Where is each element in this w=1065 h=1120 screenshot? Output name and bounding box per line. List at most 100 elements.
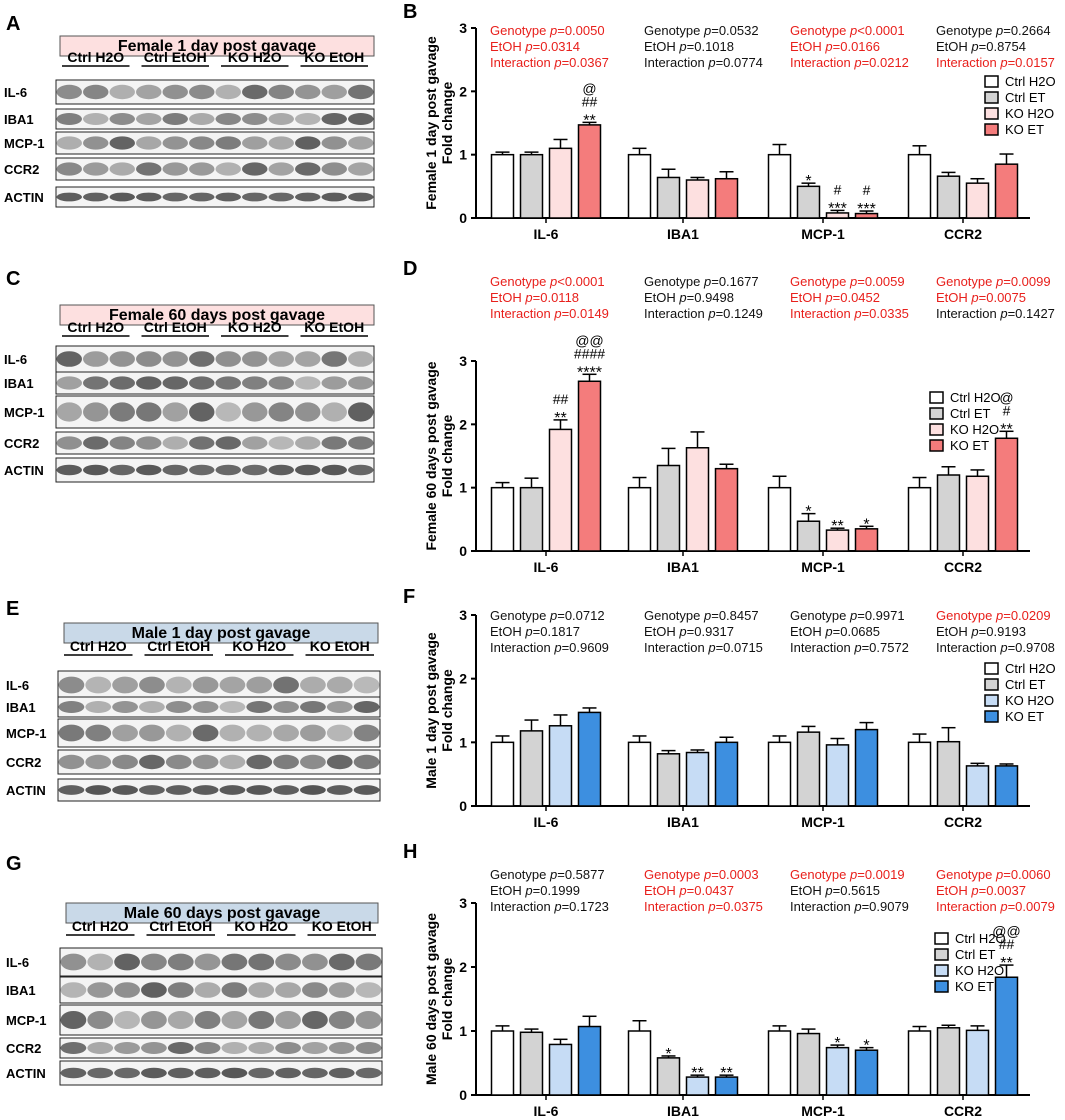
blot-band (56, 162, 82, 176)
blot-group-label: KO EtOH (312, 918, 372, 934)
blot-group-label: Ctrl EtOH (144, 319, 207, 335)
blot-band (348, 464, 374, 476)
blot-protein-label: IL-6 (4, 85, 27, 100)
stat-line: Interaction p=0.0367 (490, 55, 609, 70)
stat-line: EtOH p=0.0685 (790, 624, 880, 639)
stat-line: Interaction p=0.0149 (490, 306, 609, 321)
blot-band (268, 84, 294, 100)
bar-iba1-2 (685, 1076, 710, 1096)
blot-band (215, 162, 241, 176)
blot-band (189, 113, 215, 125)
blot-band (56, 84, 82, 100)
x-tick-label: CCR2 (944, 814, 982, 830)
bar-ccr2-3 (994, 976, 1019, 1096)
blot-band (242, 351, 268, 367)
blot-band (221, 982, 248, 998)
blot-group-label: Ctrl H2O (70, 638, 127, 654)
legend-swatch (934, 980, 949, 993)
blot-band (114, 1067, 140, 1079)
blot-protein-label: IL-6 (6, 678, 29, 693)
blot-group-label: KO H2O (228, 319, 282, 335)
stat-line: Interaction p=0.1427 (936, 306, 1055, 321)
legend-label: KO ET (950, 438, 989, 453)
blot-band (326, 754, 353, 770)
blot-band (348, 136, 374, 150)
stat-line: Genotype p=0.0099 (936, 274, 1051, 289)
stat-line: Genotype p=0.0059 (790, 274, 905, 289)
bar-ccr2-1 (936, 175, 961, 219)
blot-band (242, 464, 268, 476)
stat-line: Genotype p=0.0003 (644, 867, 759, 882)
bar-il-6-2 (548, 1043, 573, 1096)
blot-band (141, 953, 167, 971)
blot-band (295, 464, 321, 476)
blot-band (83, 464, 109, 476)
panel-letter: H (403, 841, 417, 863)
y-tick-label: 3 (459, 895, 467, 911)
legend-swatch (929, 423, 944, 436)
y-axis-label-unit: Fold change (439, 82, 455, 165)
bar-ccr2-3 (994, 765, 1019, 807)
blot-band (112, 785, 138, 795)
blot-band (87, 1042, 114, 1054)
blot-band (109, 464, 135, 476)
blot-band (162, 113, 188, 125)
bar-mcp-1-0 (767, 1030, 792, 1096)
blot-band (215, 113, 241, 125)
blot-band (295, 113, 321, 125)
y-tick-label: 2 (459, 959, 467, 975)
blot-band (355, 1042, 382, 1054)
blot-band (215, 192, 241, 202)
blot-title: Female 60 days post gavage (109, 307, 325, 324)
panel-letter: D (403, 258, 417, 280)
blot-group-label: Ctrl H2O (67, 49, 124, 65)
blot-band (114, 953, 140, 971)
stat-line: EtOH p=0.0075 (936, 290, 1026, 305)
x-tick-label: IL-6 (534, 559, 559, 575)
significance-mark: # (834, 181, 842, 197)
blot-band (109, 402, 135, 422)
blot-title: Male 60 days post gavage (124, 905, 321, 922)
blot-band (348, 402, 374, 422)
blot-band (275, 1011, 301, 1029)
blot-band (302, 1011, 328, 1029)
y-tick-label: 1 (459, 480, 467, 496)
bar-mcp-1-2 (825, 212, 850, 219)
blot-band (275, 1067, 301, 1079)
blot-band (348, 84, 374, 100)
blot-band (56, 113, 82, 125)
bar-il-6-2 (548, 725, 573, 807)
blot-band (328, 982, 355, 998)
bar-ccr2-3 (994, 437, 1019, 552)
blot-band (353, 785, 380, 795)
blot-band (242, 162, 268, 176)
significance-mark: # (863, 182, 871, 198)
bar-mcp-1-3 (854, 212, 879, 219)
blot-band (162, 351, 188, 367)
blot-protein-label: MCP-1 (4, 136, 44, 151)
blot-band (221, 1067, 248, 1079)
blot-band (136, 464, 162, 476)
stat-line: Interaction p=0.0212 (790, 55, 909, 70)
stat-line: Genotype p=0.8457 (644, 608, 759, 623)
y-tick-label: 3 (459, 20, 467, 36)
chart-panel-h: H Male 60 days post gavage Fold change 0 1 2 3… (403, 841, 1055, 1119)
bar-iba1-1 (656, 464, 681, 552)
blot-title-box (59, 35, 375, 57)
blot-band (58, 724, 85, 742)
legend-label: KO ET (1005, 122, 1044, 137)
y-axis-label: Male 1 day post gavage (423, 632, 439, 789)
blot-band (326, 724, 353, 742)
blot-group-label: Ctrl H2O (72, 918, 129, 934)
blot-band (83, 436, 109, 450)
bar-iba1-0 (627, 153, 652, 219)
blot-band (136, 162, 162, 176)
y-tick-label: 0 (459, 1087, 467, 1103)
blot-protein-label: IBA1 (4, 376, 34, 391)
bar-mcp-1-1 (796, 520, 821, 552)
blot-band (165, 701, 192, 713)
significance-mark: **** (577, 364, 602, 381)
blot-band (221, 953, 248, 971)
blot-band (139, 701, 165, 713)
blot-strip (55, 371, 375, 395)
